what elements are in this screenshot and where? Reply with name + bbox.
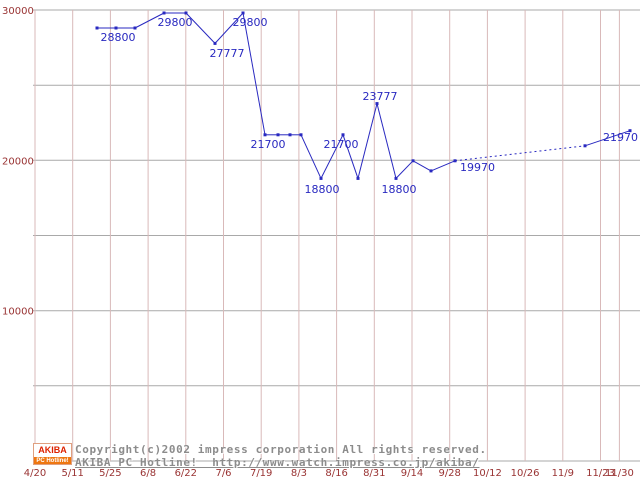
series-segment bbox=[357, 103, 378, 179]
data-point-marker bbox=[288, 133, 292, 137]
data-point-label: 21700 bbox=[251, 138, 286, 151]
data-point-marker bbox=[583, 144, 587, 148]
x-tick-label: 8/3 bbox=[291, 468, 307, 479]
data-point-marker bbox=[114, 26, 118, 30]
series-segment bbox=[430, 160, 456, 172]
data-point-label: 19970 bbox=[460, 161, 495, 174]
data-point-label: 18800 bbox=[382, 183, 417, 196]
data-point-marker bbox=[341, 133, 345, 137]
series-segment bbox=[584, 130, 631, 147]
x-tick-label: 10/26 bbox=[511, 468, 540, 479]
data-point-marker bbox=[276, 133, 280, 137]
data-point-marker bbox=[429, 169, 433, 173]
data-point-marker bbox=[162, 11, 166, 15]
data-point-marker bbox=[213, 41, 217, 45]
series-segment bbox=[242, 12, 266, 135]
data-point-marker bbox=[299, 133, 303, 137]
data-point-marker bbox=[394, 176, 398, 180]
data-point-label: 27777 bbox=[210, 47, 245, 60]
x-tick-label: 11/30 bbox=[605, 468, 634, 479]
data-point-label: 18800 bbox=[305, 183, 340, 196]
data-point-marker bbox=[356, 176, 360, 180]
x-tick-label: 9/28 bbox=[438, 468, 460, 479]
x-tick-label: 8/16 bbox=[325, 468, 347, 479]
x-tick-label: 6/8 bbox=[140, 468, 156, 479]
x-tick-label: 10/12 bbox=[473, 468, 502, 479]
y-tick-label: 20000 bbox=[2, 156, 34, 167]
series-segment bbox=[214, 12, 244, 44]
logo-akiba-text: AKIBA bbox=[38, 445, 67, 455]
series-segment bbox=[412, 160, 432, 172]
logo-pc-hotline-text: PC Hotline! bbox=[34, 457, 71, 464]
series-segment bbox=[300, 134, 322, 179]
y-tick-label: 10000 bbox=[2, 307, 34, 318]
data-point-label: 21700 bbox=[324, 138, 359, 151]
data-point-marker bbox=[184, 11, 188, 15]
x-tick-label: 11/9 bbox=[552, 468, 574, 479]
series-segment bbox=[320, 134, 344, 179]
data-point-marker bbox=[375, 102, 379, 106]
y-tick-label: 30000 bbox=[2, 6, 34, 17]
x-tick-label: 4/20 bbox=[24, 468, 46, 479]
series-segment bbox=[342, 134, 359, 179]
data-point-label: 28800 bbox=[101, 31, 136, 44]
x-tick-label: 6/22 bbox=[175, 468, 197, 479]
data-point-label: 29800 bbox=[158, 16, 193, 29]
series-segment bbox=[185, 12, 216, 44]
x-tick-label: 5/11 bbox=[61, 468, 83, 479]
series-segment bbox=[395, 160, 414, 179]
x-tick-label: 7/6 bbox=[215, 468, 231, 479]
data-point-label: 23777 bbox=[363, 90, 398, 103]
series-segment bbox=[134, 12, 165, 29]
data-point-label: 21970 bbox=[603, 131, 638, 144]
series-segment bbox=[376, 103, 397, 179]
data-point-label: 29800 bbox=[233, 16, 268, 29]
data-point-marker bbox=[411, 159, 415, 163]
data-point-marker bbox=[95, 26, 99, 30]
data-point-marker bbox=[628, 129, 632, 133]
data-point-marker bbox=[453, 159, 457, 163]
site-url-line: AKIBA PC Hotline! http://www.watch.impre… bbox=[75, 456, 480, 469]
x-tick-label: 9/14 bbox=[401, 468, 423, 479]
data-point-marker bbox=[133, 26, 137, 30]
data-point-marker bbox=[319, 176, 323, 180]
copyright-line: Copyright(c)2002 impress corporation All… bbox=[75, 443, 487, 456]
akiba-pc-hotline-logo: AKIBA PC Hotline! bbox=[33, 443, 72, 465]
x-tick-label: 11/23 bbox=[586, 468, 615, 479]
x-tick-label: 8/31 bbox=[363, 468, 385, 479]
data-point-marker bbox=[241, 11, 245, 15]
series-segment bbox=[454, 145, 586, 162]
x-tick-label: 5/25 bbox=[99, 468, 121, 479]
data-point-marker bbox=[263, 133, 267, 137]
x-tick-label: 7/19 bbox=[250, 468, 272, 479]
